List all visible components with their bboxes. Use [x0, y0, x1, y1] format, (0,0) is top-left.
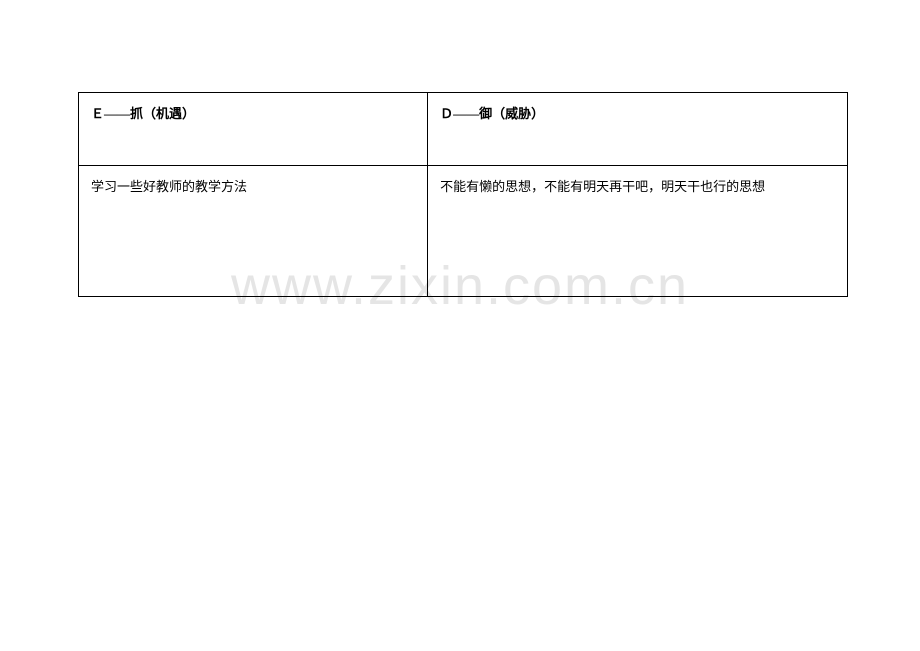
- header-cell-opportunity: Ｅ——抓（机遇）: [79, 93, 428, 165]
- content-cell-opportunity: 学习一些好教师的教学方法: [79, 166, 428, 296]
- table-header-row: Ｅ——抓（机遇） Ｄ——御（威胁）: [79, 93, 847, 166]
- header-cell-threat: Ｄ——御（威胁）: [428, 93, 847, 165]
- table-content-row: 学习一些好教师的教学方法 不能有懒的思想，不能有明天再干吧，明天干也行的思想: [79, 166, 847, 296]
- swot-table: Ｅ——抓（机遇） Ｄ——御（威胁） 学习一些好教师的教学方法 不能有懒的思想，不…: [78, 92, 848, 297]
- content-cell-threat: 不能有懒的思想，不能有明天再干吧，明天干也行的思想: [428, 166, 847, 296]
